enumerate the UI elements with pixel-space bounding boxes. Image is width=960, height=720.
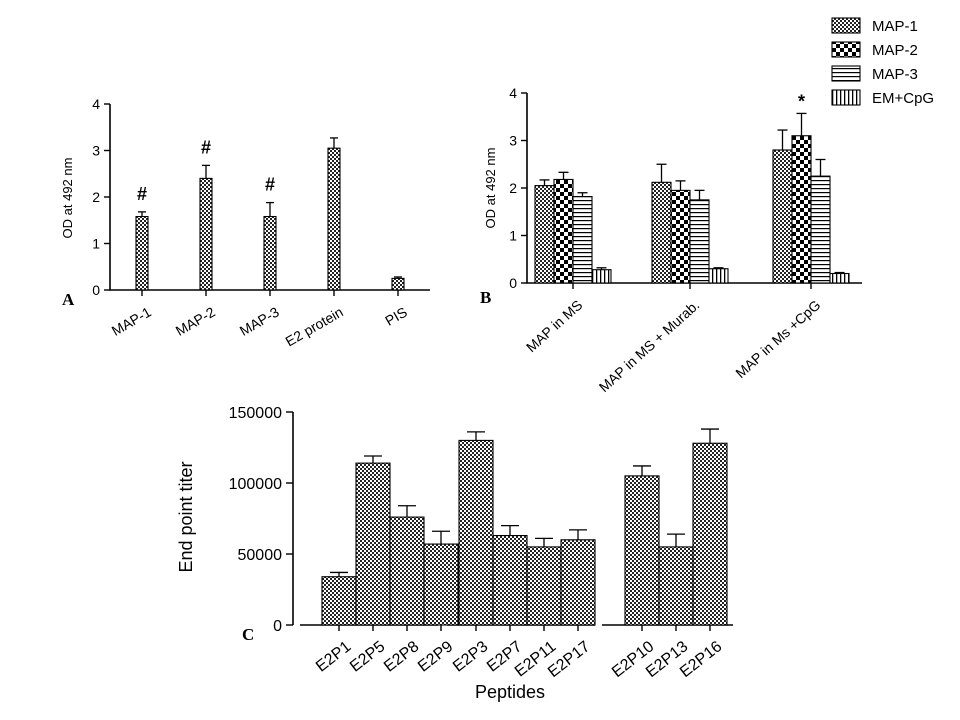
bar-e2-protein [327,147,341,291]
panel-c-chart: C End point titer Peptides 0 50000 100000 1… [176,405,733,702]
panel-c-category-label: E2P5 [347,638,388,676]
panel-a-category-label: MAP-3 [237,304,282,339]
panel-c-category-label: E2P1 [313,638,354,676]
panel-a-category-label: E2 protein [283,304,346,350]
panel-c-category-label: E2P8 [381,638,422,676]
significance-mark-map-1: # [137,184,147,204]
legend-label-map-1: MAP-1 [872,18,918,35]
panel-c-y-axis-label: End point titer [176,461,196,572]
panel-a-category-label: PIS [382,304,410,329]
bar-e2p8 [389,516,425,626]
bar-e2p13 [658,546,694,626]
bar-em-cpg-map-in-ms [591,269,612,284]
legend-swatch-map-3 [831,65,861,82]
bar-map-1-map-in-ms-cpg [772,149,793,284]
bar-pis [391,277,405,291]
bar-map-3-map-in-ms [572,196,593,284]
panel-c-y-tick-label: 150000 [229,405,282,422]
legend-label-map-3: MAP-3 [872,66,918,83]
bar-e2p3 [458,439,494,626]
bar-em-cpg-map-in-ms-murab [708,268,729,284]
panel-a-y-axis-label: OD at 492 nm [60,158,75,239]
panel-b-y-tick-label: 1 [509,228,517,244]
bar-map-3-map-in-ms-cpg [810,175,831,284]
legend-label-map-2: MAP-2 [872,42,918,59]
panel-a-y-tick-label: 0 [92,282,100,298]
legend-label-em-cpg: EM+CpG [872,90,934,107]
bar-map-1-map-in-ms [534,185,555,284]
bar-e2p17 [560,539,596,626]
panel-b-category-label: MAP in MS [523,297,586,356]
panel-b-y-tick-label: 3 [509,133,517,149]
legend-swatch-map-1 [831,17,861,34]
panel-a-bars: # # # [135,137,405,291]
bar-e2p9 [423,543,459,626]
legend-swatch-map-2 [831,41,861,58]
panel-a-y-tick-label: 1 [92,236,100,252]
panel-b-y-tick-label: 0 [509,275,517,291]
bar-map-3 [263,215,277,291]
panel-b-y-axis-label: OD at 492 nm [483,148,498,229]
panel-c-y-tick-label: 50000 [238,547,283,564]
bar-map-2 [199,177,213,291]
panel-c-label: C [242,625,254,644]
bar-e2p7 [492,534,528,626]
panel-a-y-tick-label: 2 [92,189,100,205]
bar-map-3-map-in-ms-murab [689,199,710,284]
bar-e2p16 [692,442,728,626]
panel-a-category-label: MAP-1 [109,304,154,339]
panel-c-y-tick-label: 100000 [229,476,282,493]
bar-map-1 [135,215,149,291]
panel-c-x-axis-label: Peptides [475,682,545,702]
bar-e2p1 [321,576,357,626]
panel-c-category-label: E2P9 [415,638,456,676]
significance-mark: * [798,91,805,111]
panel-b-chart: B OD at 492 nm 0 1 2 3 4 MAP in MS MAP in MS +… [480,85,862,395]
panel-b-label: B [480,288,491,307]
panel-b-bars: * [534,91,850,284]
bar-em-cpg-map-in-ms-cpg [829,272,850,284]
panel-a-label: A [62,290,75,309]
panel-a-y-tick-label: 4 [92,96,100,112]
legend: MAP-1 MAP-2 MAP-3 EM+CpG [831,17,934,107]
significance-mark-map-2: # [201,137,211,157]
bar-map-2-map-in-ms-murab [670,189,691,284]
bar-map-2-map-in-ms [553,178,574,284]
significance-mark-map-3: # [265,175,275,195]
panel-b-y-tick-label: 2 [509,180,517,196]
panel-a-y-tick-label: 3 [92,143,100,159]
bar-e2p10 [624,475,660,626]
panel-b-category-label: MAP in Ms +CpG [732,297,823,381]
bar-e2p11 [526,546,562,626]
panel-a-chart: A OD at 492 nm 0 1 2 3 4 MAP-1 MAP-2 MAP-3 E2 pr… [60,96,430,349]
legend-swatch-em-cpg [831,89,861,106]
panel-b-category-label: MAP in MS + Murab. [596,297,703,395]
panel-c-bars [321,428,728,626]
panel-c-category-label: E2P3 [450,638,491,676]
panel-c-y-tick-label: 0 [273,618,282,635]
bar-map-2-map-in-ms-cpg [791,135,812,284]
bar-e2p5 [355,462,391,626]
panel-b-y-tick-label: 4 [509,85,517,101]
panel-a-category-label: MAP-2 [173,304,218,339]
bar-map-1-map-in-ms-murab [651,181,672,284]
